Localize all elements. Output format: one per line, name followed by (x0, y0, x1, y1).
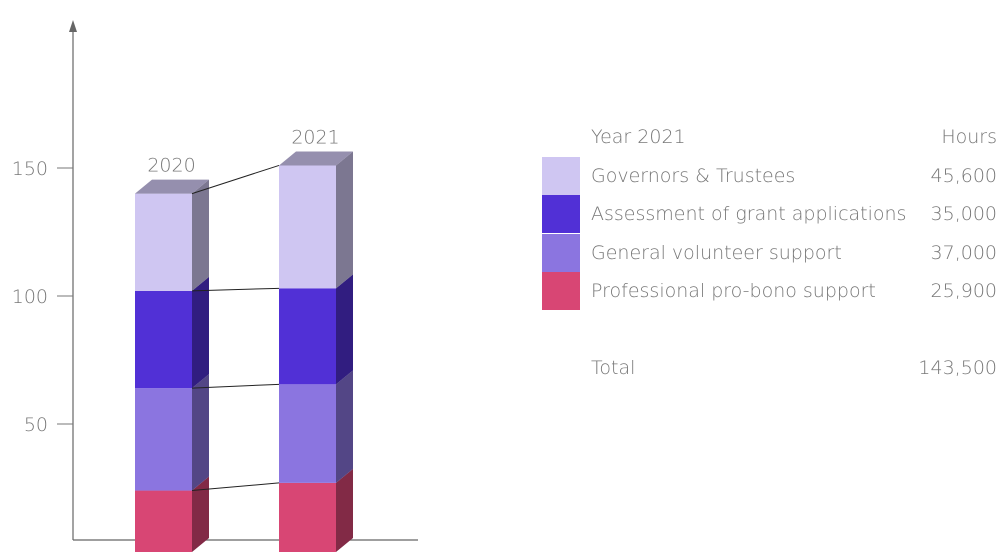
bar-front-professional-pro-bono-support-2020 (135, 490, 192, 552)
bar-top-2020 (135, 179, 209, 194)
legend-value-general-volunteer: 37,000 (930, 241, 997, 264)
legend-label-governors: Governors & Trustees (591, 164, 796, 187)
connector-line-1 (191, 482, 280, 492)
legend-swatch-assessment (542, 195, 580, 233)
bar-side-professional-pro-bono-support-2021 (336, 468, 353, 552)
bar-front-general-volunteer-support-2020 (135, 388, 192, 491)
legend-swatch-pro-bono (542, 272, 580, 310)
connector-line-2 (191, 383, 280, 389)
category-label-2021: 2021 (291, 126, 339, 148)
bar-front-governors-trustees-2020 (135, 193, 192, 291)
legend-value-governors: 45,600 (930, 164, 997, 187)
bar-front-assessment-of-grant-applications-2020 (135, 290, 192, 389)
y-axis-arrow (69, 20, 77, 32)
y-tick-label-50: 50 (24, 414, 48, 436)
legend-header: Year 2021 Hours (542, 118, 1000, 157)
legend-row-general-volunteer: General volunteer support 37,000 (542, 233, 1000, 273)
bar-side-general-volunteer-support-2021 (336, 370, 353, 483)
legend-row-governors: Governors & Trustees 45,600 (542, 156, 1000, 196)
legend-row-assessment: Assessment of grant applications 35,000 (542, 195, 1000, 234)
bar-side-governors-trustees-2020 (192, 179, 209, 291)
legend-label-assessment: Assessment of grant applications (591, 203, 907, 225)
legend-swatch-governors (542, 156, 580, 195)
bar-front-professional-pro-bono-support-2021 (279, 482, 336, 552)
legend-label-pro-bono: Professional pro-bono support (591, 280, 876, 302)
connector-line-3 (191, 287, 280, 292)
legend-header-value: Hours (941, 126, 997, 148)
legend-total-value: 143,500 (918, 356, 997, 379)
bar-top-2021 (279, 151, 353, 166)
bar-side-governors-trustees-2021 (336, 151, 353, 289)
bar-front-governors-trustees-2021 (279, 165, 336, 289)
y-tick-label-150: 150 (12, 158, 48, 180)
legend-row-pro-bono: Professional pro-bono support 25,900 (542, 272, 1000, 311)
legend-label-general-volunteer: General volunteer support (591, 241, 842, 264)
connector-line-4 (191, 164, 280, 195)
legend-total-label: Total (591, 356, 636, 379)
legend-table: Year 2021 Hours Governors & Trustees 45,… (542, 118, 1000, 387)
y-tick-label-100: 100 (12, 286, 48, 308)
legend-total-row: Total 143,500 (542, 349, 1000, 387)
bar-side-professional-pro-bono-support-2020 (192, 476, 209, 552)
category-label-2020: 2020 (147, 155, 195, 177)
legend-header-label: Year 2021 (591, 126, 686, 148)
bar-side-assessment-of-grant-applications-2021 (336, 274, 353, 385)
bar-front-assessment-of-grant-applications-2021 (279, 288, 336, 385)
bar-side-assessment-of-grant-applications-2020 (192, 276, 209, 389)
legend-value-pro-bono: 25,900 (930, 280, 997, 302)
bar-front-general-volunteer-support-2021 (279, 384, 336, 483)
legend-swatch-general-volunteer (542, 233, 580, 272)
bar-side-general-volunteer-support-2020 (192, 374, 209, 491)
legend-value-assessment: 35,000 (930, 203, 997, 225)
